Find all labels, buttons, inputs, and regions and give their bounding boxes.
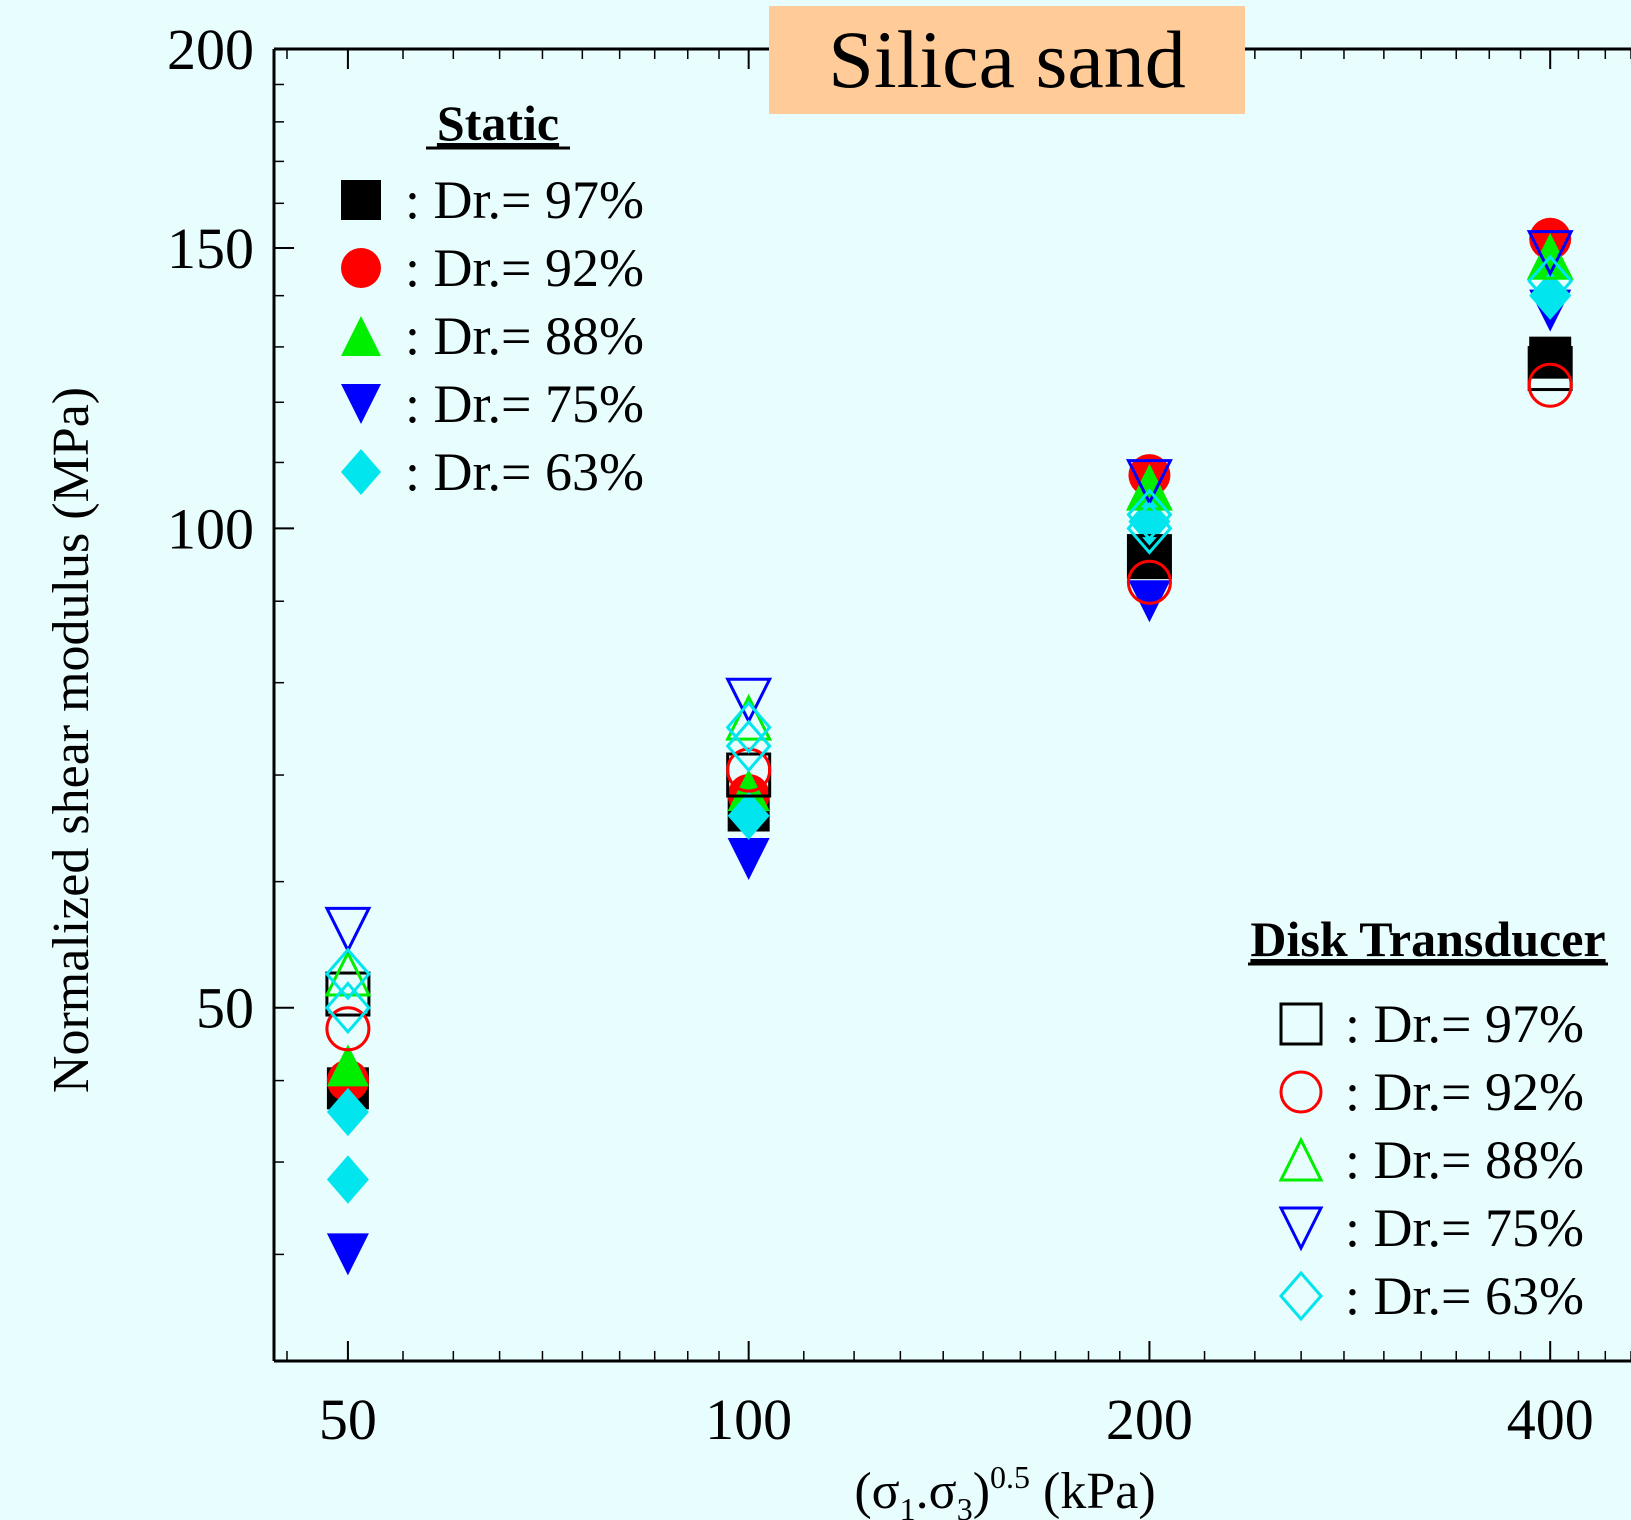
static-legend-marker: [341, 248, 381, 288]
static-square-point: [1529, 336, 1572, 379]
static-legend-marker: [341, 449, 381, 495]
disk-square-point: [1126, 534, 1172, 580]
disk-diamond-point: [1126, 488, 1173, 542]
x-axis-label-unit: (kPa): [1030, 1463, 1156, 1520]
disk-transducer-legend-marker: [1279, 1002, 1323, 1046]
y-axis-label: Normalized shear modulus (MPa): [43, 387, 100, 1093]
y-tick-label: 50: [196, 976, 254, 1041]
x-axis-label-dot: .σ: [916, 1463, 957, 1520]
x-axis-label-sup: 0.5: [990, 1459, 1030, 1495]
disk-diamond-point: [324, 981, 371, 1035]
disk-transducer-legend-entry-label: : Dr.= 63%: [1345, 1266, 1584, 1326]
disk-transducer-legend-entry-label: : Dr.= 97%: [1345, 994, 1584, 1054]
disk-triangle-down-point: [725, 677, 773, 725]
static-diamond-point: [727, 791, 770, 840]
chart-title: Silica sand: [769, 6, 1245, 114]
disk-diamond-point: [1527, 254, 1574, 308]
static-triangle-up-point: [1128, 467, 1171, 510]
disk-transducer-legend-entry-label: : Dr.= 75%: [1345, 1198, 1584, 1258]
disk-diamond-point: [324, 947, 371, 1001]
disk-circle-point: [726, 747, 772, 793]
static-triangle-down-point: [727, 837, 770, 880]
disk-triangle-down-point: [324, 906, 372, 954]
static-triangle-up-point: [326, 1044, 369, 1087]
disk-transducer-legend-marker: [1279, 1270, 1323, 1322]
static-diamond-point: [326, 1155, 369, 1204]
disk-transducer-legend-entry-label: : Dr.= 92%: [1345, 1062, 1584, 1122]
disk-diamond-point: [725, 719, 772, 773]
y-tick-label: 150: [167, 216, 254, 281]
disk-triangle-up-point: [725, 693, 773, 741]
x-axis-label-sub1: 1: [900, 1491, 916, 1520]
static-diamond-point: [326, 1087, 369, 1137]
static-legend-marker: [341, 384, 381, 424]
x-tick-label: 50: [319, 1387, 377, 1452]
x-axis-label-paren: ): [973, 1463, 990, 1520]
x-tick-label: 400: [1507, 1387, 1594, 1452]
disk-transducer-legend-entry-label: : Dr.= 88%: [1345, 1130, 1584, 1190]
disk-square-point: [1527, 346, 1573, 392]
disk-circle-point: [325, 1006, 371, 1052]
x-axis-label-sub3: 3: [957, 1491, 973, 1520]
disk-circle-point: [1126, 559, 1172, 605]
x-axis-label-main: (σ: [854, 1463, 899, 1520]
y-tick-label: 200: [167, 17, 254, 82]
disk-triangle-up-point: [1526, 232, 1574, 280]
x-axis-label: (σ1.σ3)0.5 (kPa): [854, 1459, 1155, 1520]
y-tick-label: 100: [167, 496, 254, 561]
static-legend: Static : Dr.= 97% : Dr.= 92% : Dr.= 88% : Dr…: [341, 95, 644, 502]
data-points: [324, 217, 1574, 1276]
disk-circle-point: [1527, 362, 1573, 408]
static-legend-marker: [341, 180, 381, 220]
disk-transducer-legend-marker: [1279, 1070, 1323, 1114]
disk-triangle-up-point: [1126, 463, 1173, 511]
static-triangle-down-point: [326, 1233, 369, 1276]
static-legend-marker: [341, 316, 381, 356]
ticks: 50 100 200 400 50 100 150 200: [167, 17, 1631, 1452]
disk-transducer-legend: Disk Transducer : Dr.= 97% : Dr.= 92% : Dr.…: [1248, 911, 1608, 1326]
static-legend-entry-label: : Dr.= 88%: [405, 306, 644, 366]
static-legend-entry-label: : Dr.= 92%: [405, 238, 644, 298]
static-legend-title: Static: [437, 95, 559, 151]
disk-diamond-point: [725, 700, 772, 754]
static-diamond-point: [1529, 271, 1572, 320]
static-legend-entry-label: : Dr.= 97%: [405, 170, 644, 230]
disk-transducer-legend-marker: [1278, 1136, 1324, 1182]
disk-diamond-point: [1126, 501, 1173, 555]
disk-triangle-down-point: [1526, 230, 1574, 277]
static-legend-entry-label: : Dr.= 63%: [405, 442, 644, 502]
disk-triangle-down-point: [1126, 459, 1173, 506]
legends: Static : Dr.= 97% : Dr.= 92% : Dr.= 88% : Dr…: [341, 95, 1608, 1326]
static-triangle-down-point: [1128, 580, 1171, 623]
disk-triangle-up-point: [324, 949, 372, 997]
x-tick-label: 200: [1106, 1387, 1193, 1452]
disk-transducer-legend-marker: [1278, 1206, 1324, 1252]
disk-transducer-legend-title: Disk Transducer: [1250, 911, 1605, 967]
x-tick-label: 100: [705, 1387, 792, 1452]
static-legend-entry-label: : Dr.= 75%: [405, 374, 644, 434]
